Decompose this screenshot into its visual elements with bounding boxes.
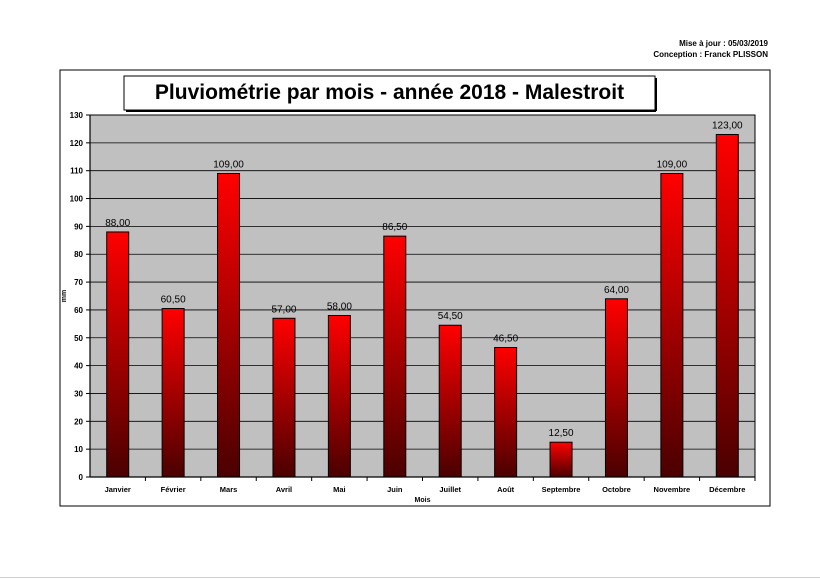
bar <box>604 298 628 478</box>
bar <box>327 314 351 478</box>
y-tick-label: 60 <box>74 306 83 315</box>
bar <box>217 172 241 478</box>
x-category-label: Avril <box>276 485 292 494</box>
x-category-label: Octobre <box>602 485 631 494</box>
x-axis-title: Mois <box>415 497 431 504</box>
x-category-label: Septembre <box>542 485 581 494</box>
bar <box>715 133 739 478</box>
bar <box>161 308 185 478</box>
y-tick-label: 50 <box>74 334 83 343</box>
y-tick-label: 0 <box>79 473 84 482</box>
bar <box>106 231 130 478</box>
bar-value-label: 54,50 <box>438 311 463 322</box>
bar <box>660 172 684 478</box>
x-category-label: Décembre <box>709 485 745 494</box>
y-tick-label: 130 <box>70 111 84 120</box>
bar-value-label: 86,50 <box>382 222 407 233</box>
y-tick-label: 120 <box>70 139 84 148</box>
bar-value-label: 12,50 <box>549 428 574 439</box>
x-category-label: Juillet <box>439 485 461 494</box>
bar-value-label: 57,00 <box>271 304 296 315</box>
bar-value-label: 109,00 <box>213 159 244 170</box>
y-tick-label: 70 <box>74 278 83 287</box>
bar-value-label: 64,00 <box>604 285 629 296</box>
x-category-label: Août <box>497 485 515 494</box>
chart-title-box: Pluviométrie par mois - année 2018 - Mal… <box>123 75 657 112</box>
bar-value-label: 58,00 <box>327 301 352 312</box>
y-tick-label: 100 <box>70 195 84 204</box>
y-tick-label: 90 <box>74 222 83 231</box>
x-category-label: Novembre <box>654 485 691 494</box>
x-category-label: Janvier <box>105 485 131 494</box>
y-tick-label: 20 <box>74 417 83 426</box>
y-axis-title: mm <box>61 290 68 302</box>
bar-value-label: 88,00 <box>105 218 130 229</box>
bar-value-label: 60,50 <box>161 295 186 306</box>
x-category-label: Février <box>161 485 186 494</box>
bar-value-label: 109,00 <box>657 159 688 170</box>
x-category-label: Mars <box>220 485 238 494</box>
plot-area <box>89 114 756 478</box>
y-tick-label: 30 <box>74 389 83 398</box>
bar <box>494 347 518 478</box>
page-bottom-border <box>0 577 820 578</box>
bar-value-label: 46,50 <box>493 334 518 345</box>
bar-value-label: 123,00 <box>712 120 743 131</box>
y-tick-label: 40 <box>74 362 83 371</box>
bar <box>383 235 407 478</box>
chart-title: Pluviométrie par mois - année 2018 - Mal… <box>155 81 624 104</box>
bar <box>272 317 296 478</box>
design-credit: Conception : Franck PLISSON <box>653 50 768 59</box>
y-tick-label: 10 <box>74 445 83 454</box>
update-info: Mise à jour : 05/03/2019 Conception : Fr… <box>653 38 768 60</box>
bar <box>438 324 462 478</box>
x-category-label: Mai <box>333 485 346 494</box>
y-tick-label: 80 <box>74 250 83 259</box>
update-date: Mise à jour : 05/03/2019 <box>679 39 768 48</box>
bar <box>549 441 573 478</box>
x-category-label: Juin <box>387 485 403 494</box>
y-tick-label: 110 <box>70 167 83 176</box>
